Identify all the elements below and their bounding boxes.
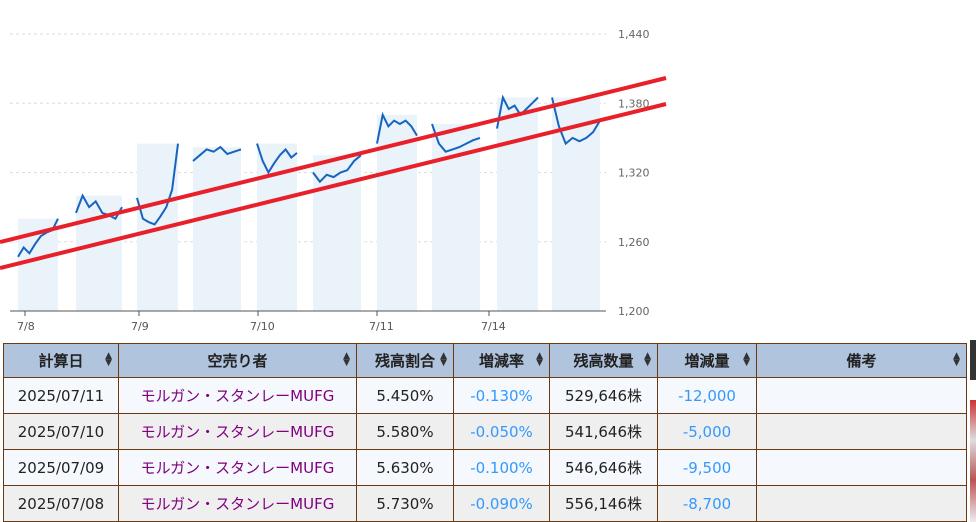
seller-cell[interactable]: モルガン・スタンレーMUFG [118,377,357,414]
notes-cell [756,449,967,486]
session-band [497,97,538,312]
x-tick-label: 7/8 [17,320,35,333]
price-line-segment [256,143,298,175]
date-cell: 2025/07/11 [3,377,119,414]
sort-arrows-icon[interactable]: ▲ ▼ [743,351,750,368]
y-tick-label: 1,380 [618,97,650,110]
y-tick-label: 1,200 [618,305,650,318]
notes-cell [756,413,967,450]
column-header-label: 増減量 [684,352,730,370]
change-rate-cell: -0.050% [453,413,550,450]
seller-cell[interactable]: モルガン・スタンレーMUFG [118,485,357,522]
column-header-label: 残高割合 [374,352,435,370]
date-cell: 2025/07/09 [3,449,119,486]
change-rate-cell: -0.090% [453,485,550,522]
column-header-label: 残高数量 [573,352,634,370]
quantity-cell: 556,146株 [549,485,658,522]
seller-cell[interactable]: モルガン・スタンレーMUFG [118,413,357,450]
column-header[interactable]: 残高数量 ▲ ▼ [549,343,658,378]
column-header[interactable]: 残高割合 ▲ ▼ [356,343,454,378]
ratio-cell: 5.580% [356,413,454,450]
sort-arrows-icon[interactable]: ▲ ▼ [536,351,543,368]
change-qty-cell: -5,000 [657,413,757,450]
table-row: 2025/07/10 モルガン・スタンレーMUFG 5.580% -0.050% 541… [3,413,967,450]
change-qty-cell: -12,000 [657,377,757,414]
ratio-cell: 5.630% [356,449,454,486]
session-band [193,147,241,311]
column-header[interactable]: 空売り者 ▲ ▼ [118,343,357,378]
x-tick-label: 7/14 [481,320,506,333]
seller-cell[interactable]: モルガン・スタンレーMUFG [118,449,357,486]
column-header[interactable]: 増減率 ▲ ▼ [453,343,550,378]
quantity-cell: 541,646株 [549,413,658,450]
column-header-label: 計算日 [38,352,84,370]
upper-trendline [0,76,667,244]
sort-arrows-icon[interactable]: ▲ ▼ [644,351,651,368]
table-row: 2025/07/09 モルガン・スタンレーMUFG 5.630% -0.100% 546… [3,449,967,486]
short-selling-table: 計算日 ▲ ▼ 空売り者 ▲ ▼ 残高割合 ▲ ▼ 増減率 ▲ ▼ 残高数量 ▲ ▼ 増減量 ▲ ▼ 備考 ▲ ▼ 20… [3,343,967,522]
column-header[interactable]: 備考 ▲ ▼ [756,343,967,378]
sort-arrows-icon[interactable]: ▲ ▼ [440,351,447,368]
column-header-label: 増減率 [478,352,524,370]
date-cell: 2025/07/10 [3,413,119,450]
price-line-segment [312,154,362,184]
change-rate-cell: -0.130% [453,377,550,414]
table-row: 2025/07/11 モルガン・スタンレーMUFG 5.450% -0.130% 529… [3,377,967,414]
price-line-segment [136,143,179,226]
sort-arrows-icon[interactable]: ▲ ▼ [343,351,350,368]
price-line-segment [75,193,123,221]
notes-cell [756,377,967,414]
sort-arrows-icon[interactable]: ▲ ▼ [953,351,960,368]
column-header[interactable]: 計算日 ▲ ▼ [3,343,119,378]
ratio-cell: 5.450% [356,377,454,414]
change-rate-cell: -0.100% [453,449,550,486]
x-tick-label: 7/10 [250,320,275,333]
price-chart: 1,440 1,380 1,320 1,260 1,200 7/8 7/9 7/10 7/11 7… [0,28,667,333]
ratio-cell: 5.730% [356,485,454,522]
column-header-label: 空売り者 [207,352,268,370]
x-tick-label: 7/9 [131,320,149,333]
price-line-segment [431,123,481,153]
date-cell: 2025/07/08 [3,485,119,522]
y-tick-label: 1,440 [618,28,650,41]
lower-trendline [0,102,667,270]
change-qty-cell: -9,500 [657,449,757,486]
session-band [313,155,361,311]
y-tick-label: 1,320 [618,167,650,180]
x-tick-label: 7/11 [369,320,394,333]
price-line-segment [376,111,418,144]
change-qty-cell: -8,700 [657,485,757,522]
column-header-label: 備考 [846,352,877,370]
adjacent-content-edge [970,340,976,522]
price-line-segment [496,94,539,129]
notes-cell [756,485,967,522]
price-line-segment [192,145,242,162]
y-tick-label: 1,260 [618,236,650,249]
quantity-cell: 529,646株 [549,377,658,414]
table-row: 2025/07/08 モルガン・スタンレーMUFG 5.730% -0.090% 556… [3,485,967,522]
sort-arrows-icon[interactable]: ▲ ▼ [105,351,112,368]
quantity-cell: 546,646株 [549,449,658,486]
column-header[interactable]: 増減量 ▲ ▼ [657,343,757,378]
